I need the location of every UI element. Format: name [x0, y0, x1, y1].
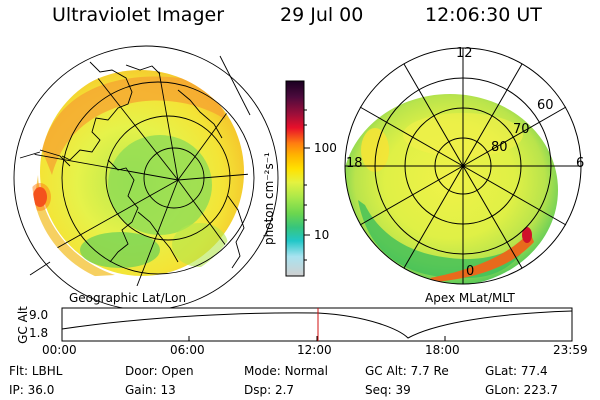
time-tick-0600: 06:00	[170, 343, 205, 357]
geographic-caption: Geographic Lat/Lon	[69, 291, 187, 305]
geographic-image	[13, 45, 279, 311]
info-gc-alt: GC Alt: 7.7 Re	[365, 364, 449, 378]
info-flt: Flt: LBHL	[9, 364, 63, 378]
info-gain: Gain: 13	[125, 383, 176, 397]
mlt-label-18: 18	[346, 156, 363, 171]
mlt-label-0: 0	[466, 264, 475, 279]
colorbar-tick-10: 10	[314, 228, 330, 242]
info-ip: IP: 36.0	[9, 383, 55, 397]
colorbar-label: photon cm⁻²s⁻¹	[262, 152, 276, 245]
info-door: Door: Open	[125, 364, 194, 378]
image-time: 12:06:30 UT	[425, 4, 542, 26]
info-dsp: Dsp: 2.7	[244, 383, 295, 397]
time-tick-0000: 00:00	[42, 343, 77, 357]
image-date: 29 Jul 00	[280, 4, 364, 26]
time-tick-1800: 18:00	[425, 343, 460, 357]
mlat-label-60: 60	[537, 98, 554, 113]
altitude-ytick-1-8: 1.8	[29, 326, 49, 340]
mlat-label-70: 70	[513, 122, 530, 137]
instrument-title: Ultraviolet Imager	[52, 4, 225, 26]
altitude-plot	[61, 307, 573, 342]
info-glat: GLat: 77.4	[485, 364, 548, 378]
info-mode: Mode: Normal	[244, 364, 328, 378]
mlat-label-80: 80	[491, 140, 508, 155]
altitude-ytick-9: 9.0	[29, 308, 49, 322]
time-tick-1200: 12:00	[297, 343, 332, 357]
colorbar	[285, 80, 310, 277]
time-tick-2359: 23:59	[553, 343, 588, 357]
apex-image	[344, 47, 582, 285]
altitude-ylabel: GC Alt	[16, 306, 30, 344]
mlt-label-12: 12	[456, 46, 473, 61]
info-seq: Seq: 39	[365, 383, 411, 397]
apex-caption: Apex MLat/MLT	[425, 291, 515, 305]
info-glon: GLon: 223.7	[485, 383, 558, 397]
colorbar-tick-100: 100	[314, 141, 337, 155]
mlt-label-6: 6	[576, 156, 585, 171]
